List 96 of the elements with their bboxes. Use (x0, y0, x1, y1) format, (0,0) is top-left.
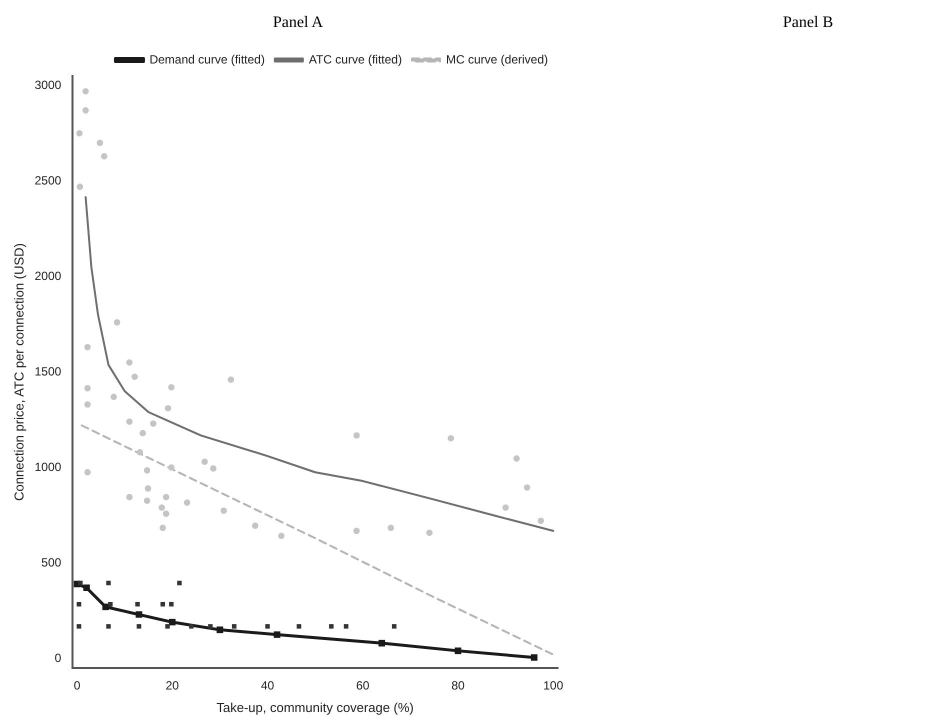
point (82, 88, 89, 94)
point (184, 499, 190, 506)
point (162, 510, 170, 517)
point (278, 532, 285, 540)
legend-label: ATC curve (fitted) (308, 52, 402, 66)
point (78, 580, 83, 586)
point (388, 524, 394, 532)
x-tick-label: 100 (543, 678, 564, 693)
x-tick-label: 40 (260, 678, 275, 693)
point (84, 344, 91, 350)
legend-label: Demand curve (fitted) (149, 52, 265, 66)
point (265, 624, 270, 629)
x-tick-label: 80 (451, 678, 465, 693)
point (108, 602, 113, 606)
line-series (80, 424, 554, 656)
point (232, 624, 236, 629)
point (106, 624, 111, 629)
x-tick-label: 0 (74, 678, 81, 693)
point (158, 504, 166, 511)
point (220, 507, 227, 514)
point (82, 107, 89, 114)
point (228, 376, 234, 383)
y-tick-label: 1500 (34, 364, 62, 378)
point (160, 602, 166, 606)
y-tick-label: 500 (41, 555, 62, 570)
point (140, 430, 146, 436)
point (110, 394, 117, 400)
point (502, 504, 509, 511)
point (378, 640, 386, 646)
point (201, 458, 208, 465)
y-axis-title: Connection price, ATC per connection (USD) (11, 243, 26, 501)
point (102, 604, 109, 610)
point (448, 435, 454, 442)
point (513, 455, 520, 462)
point (160, 524, 166, 532)
point (168, 464, 175, 471)
point (74, 580, 80, 588)
point (135, 602, 140, 606)
point (144, 498, 150, 504)
point (530, 654, 538, 661)
point (524, 484, 530, 491)
point (126, 359, 133, 366)
legend-label: MC curve (derived) (446, 52, 548, 66)
point (136, 611, 142, 618)
point (126, 418, 133, 425)
point (392, 624, 396, 629)
point (126, 494, 133, 500)
point (426, 530, 433, 536)
point (165, 624, 170, 629)
point (84, 469, 91, 476)
point (353, 432, 360, 439)
point (84, 401, 91, 408)
point (538, 518, 544, 524)
y-tick-label: 3000 (34, 78, 62, 92)
point (208, 624, 213, 629)
x-axis-title: Take-up, community coverage (%) (216, 700, 414, 715)
point (136, 624, 142, 629)
y-tick-label: 1000 (34, 460, 62, 474)
point (252, 522, 258, 529)
point (329, 624, 334, 629)
point (210, 465, 216, 472)
point (296, 624, 302, 629)
y-tick-label: 0 (54, 650, 62, 665)
x-tick-label: 20 (166, 678, 180, 693)
point (106, 580, 111, 586)
point (274, 631, 280, 638)
point (76, 602, 82, 606)
point (131, 374, 138, 380)
point (136, 449, 144, 456)
point (164, 405, 172, 412)
point (189, 624, 194, 629)
x-tick-label: 60 (356, 678, 370, 693)
point (83, 584, 90, 592)
point (144, 485, 152, 492)
point (96, 140, 104, 146)
point (177, 580, 182, 586)
point (169, 618, 176, 626)
point (454, 648, 462, 654)
point (144, 467, 150, 474)
point (76, 130, 83, 136)
point (344, 624, 348, 629)
point (76, 624, 82, 629)
chart-title: Panel A (272, 14, 324, 33)
text: Panel B (782, 14, 834, 32)
point (169, 602, 174, 606)
point (162, 494, 170, 500)
point (150, 420, 156, 427)
y-tick-label: 2500 (34, 173, 62, 188)
point (101, 153, 108, 160)
point (114, 319, 120, 326)
point (168, 384, 175, 390)
y-tick-label: 2000 (34, 268, 62, 283)
point (216, 626, 224, 634)
point (84, 385, 91, 392)
point (353, 528, 360, 534)
point (76, 184, 84, 190)
